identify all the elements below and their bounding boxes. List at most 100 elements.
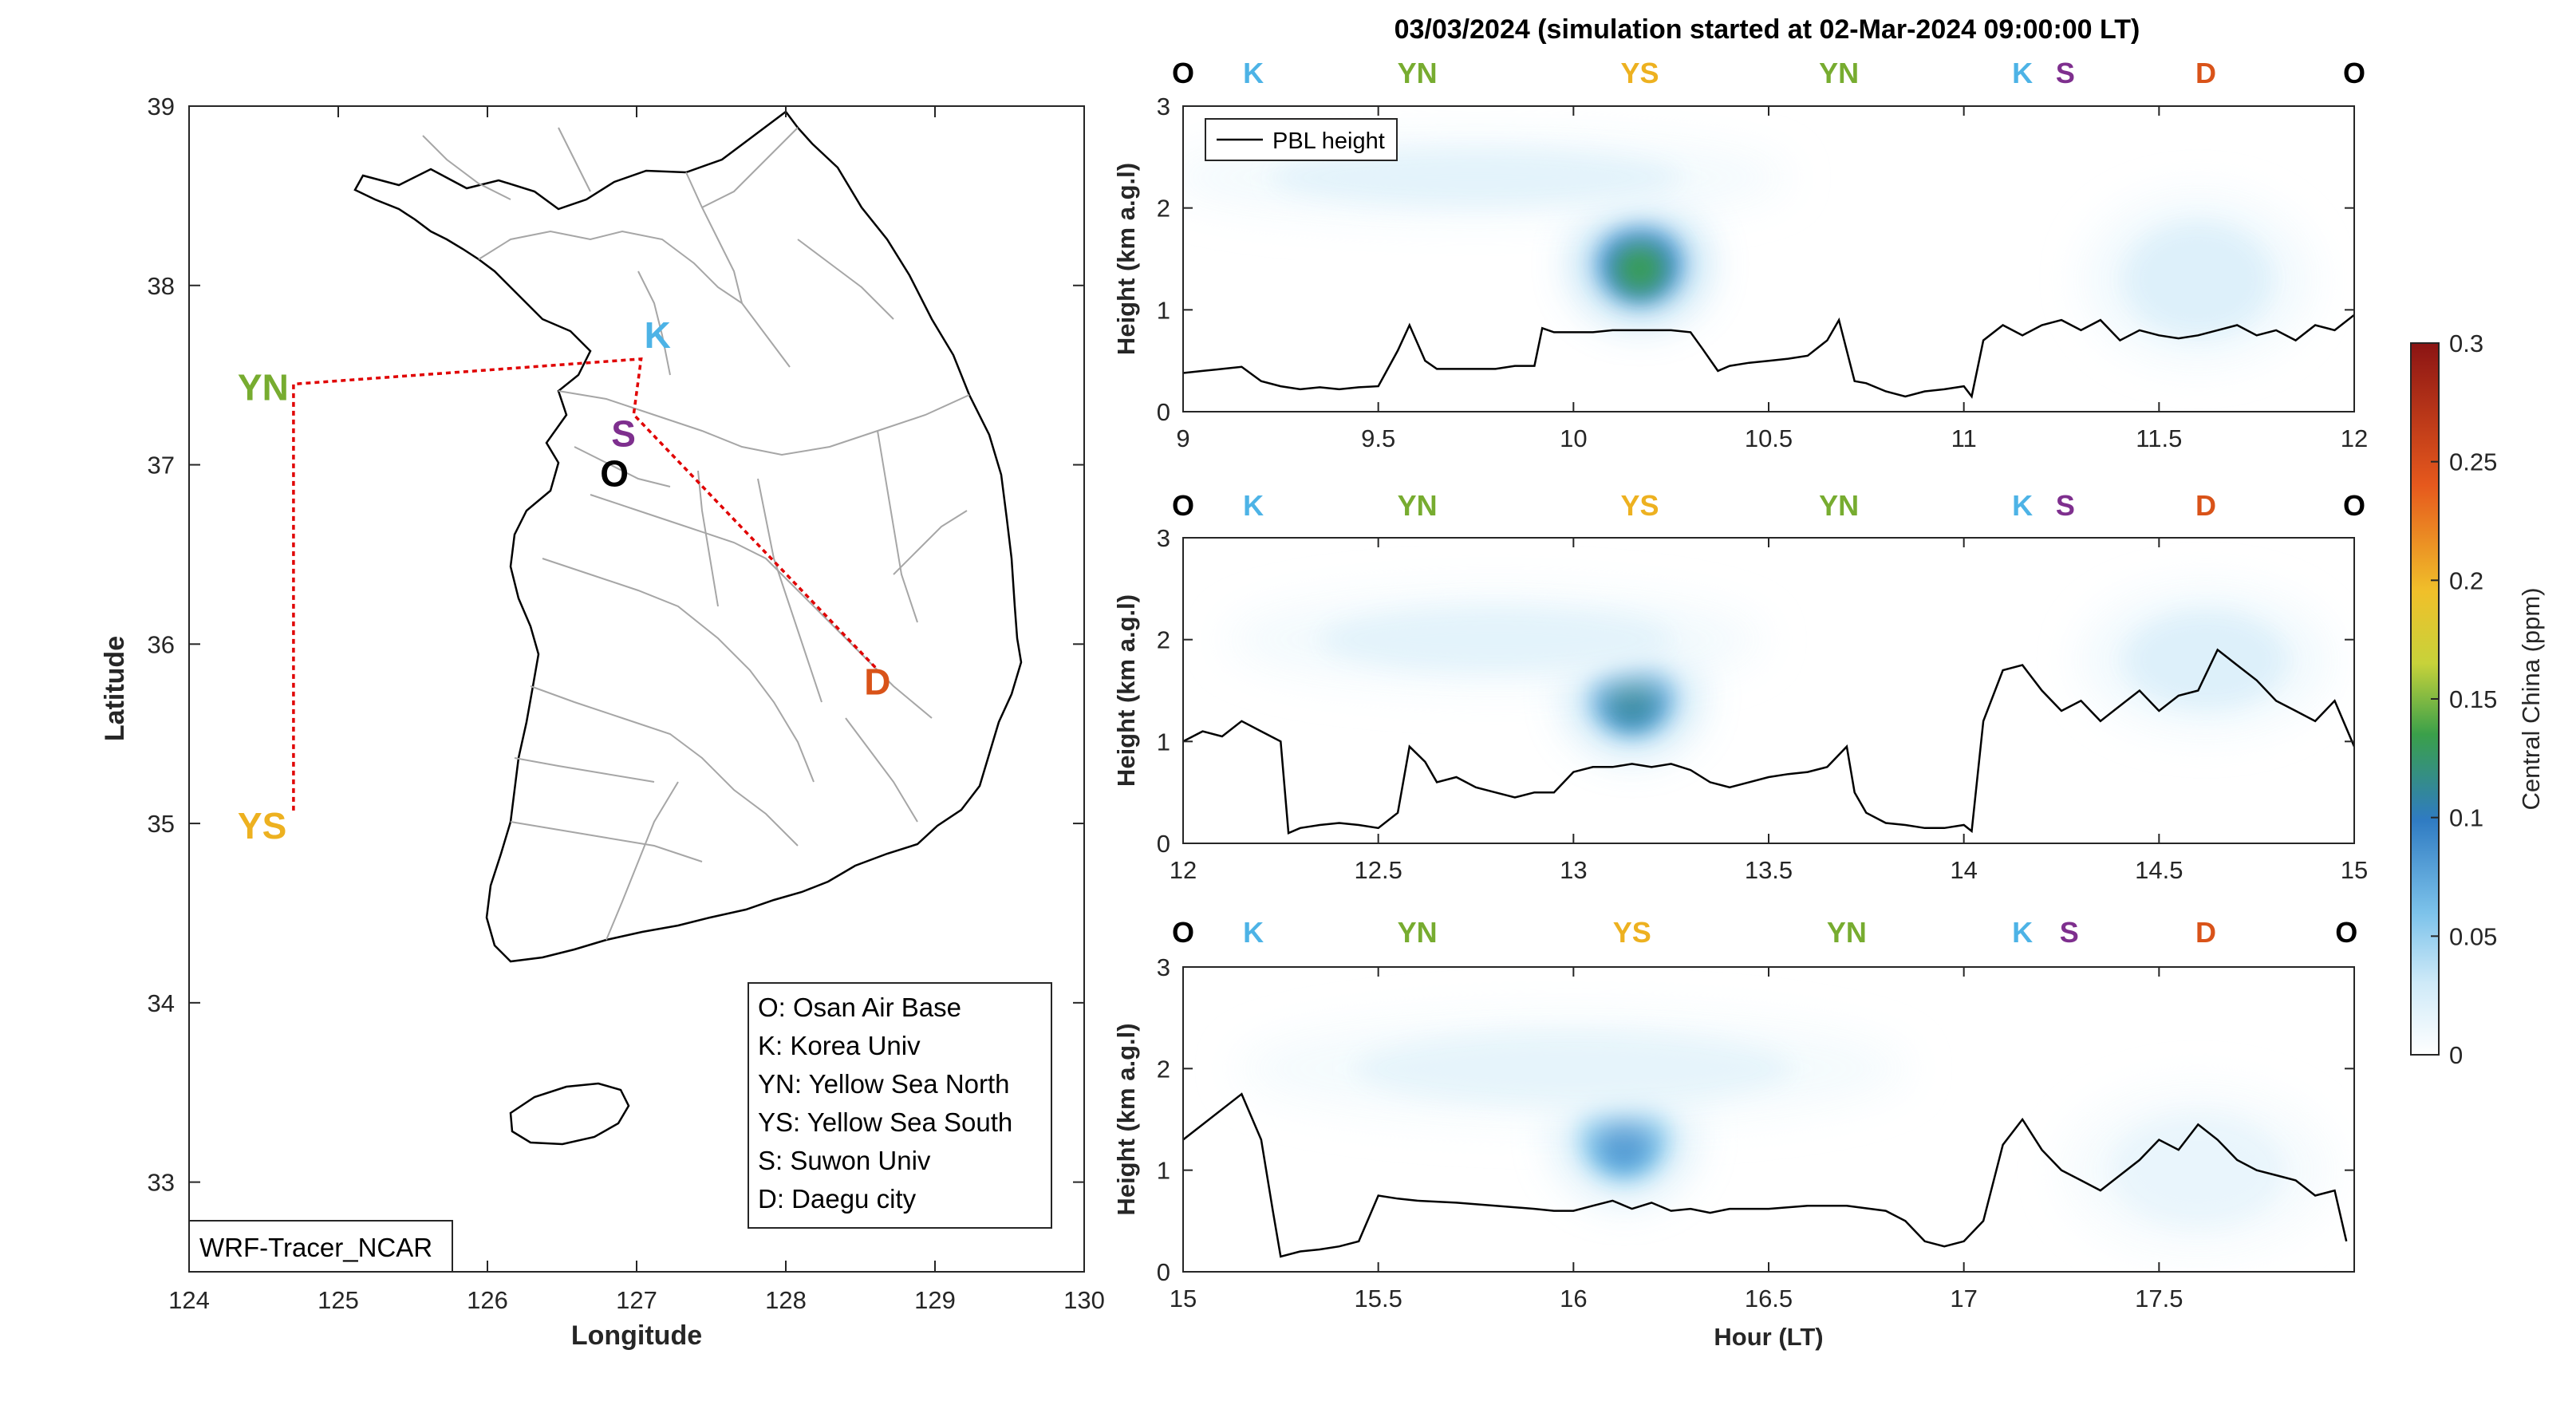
x-tick-label: 17.5	[2135, 1285, 2183, 1312]
x-tick-label: 13	[1560, 856, 1587, 884]
x-tick-label: 12	[2341, 424, 2368, 452]
x-tick-label: 15	[1170, 1285, 1197, 1312]
x-tick-label: 10	[1560, 424, 1587, 452]
site-legend: O: Osan Air Base K: Korea Univ YN: Yellow …	[758, 993, 1012, 1214]
colorbar-tick-label: 0.05	[2449, 922, 2497, 950]
map-y-tick-label: 33	[148, 1169, 175, 1197]
x-tick-label: 12.5	[1354, 856, 1402, 884]
colorbar-tick-label: 0.1	[2449, 804, 2483, 832]
curtain-panel-3: 15 15.5 16 16.5 17 17.5 0 1 2 3 Height (km a.g.l) H…	[1112, 916, 2357, 1351]
tracer-plume-core	[1597, 1112, 1651, 1169]
site-label-yn: YN	[1819, 57, 1859, 89]
y-tick-label: 1	[1157, 296, 1170, 324]
site-label-k: K	[1243, 916, 1264, 949]
tracer-plume-mid	[2125, 610, 2286, 709]
y-axis-label: Height (km a.g.l)	[1112, 1023, 1140, 1215]
map-y-tick-label: 36	[148, 630, 175, 658]
tracer-plume-mid	[1354, 1032, 1793, 1106]
x-tick-label: 15	[2341, 856, 2368, 884]
y-tick-label: 3	[1157, 524, 1170, 552]
tracer-plume-mid	[2124, 222, 2272, 337]
colorbar-tick-label: 0.3	[2449, 330, 2483, 357]
pbl-height-line	[1183, 1092, 2348, 1258]
x-tick-label: 17	[1950, 1285, 1977, 1312]
tracer-plume-core	[1607, 676, 1657, 725]
colorbar-tick-label: 0.2	[2449, 566, 2483, 594]
site-legend-entry: O: Osan Air Base	[758, 993, 961, 1022]
site-label-yn: YN	[1398, 916, 1438, 949]
pbl-height-line	[1183, 648, 2354, 835]
map-x-tick-label: 125	[318, 1286, 359, 1314]
pbl-height-line	[1183, 314, 2354, 399]
x-tick-label: 14	[1950, 856, 1977, 884]
map-x-axis-label: Longitude	[571, 1320, 702, 1351]
x-tick-label: 15.5	[1354, 1285, 1402, 1312]
site-label-ys: YS	[1613, 916, 1651, 949]
map-site-markers: O K S D YN YS	[238, 314, 891, 847]
site-label-o: O	[2343, 57, 2365, 89]
site-label-k: K	[1243, 57, 1264, 89]
model-label-box	[188, 1220, 453, 1273]
peninsula-outline	[353, 110, 1023, 963]
site-label-yn: YN	[1827, 916, 1867, 949]
tracer-plume-core	[1615, 244, 1665, 294]
x-tick-label: 11.5	[2136, 424, 2182, 452]
tracer-field	[1237, 1016, 2333, 1253]
colorbar-tick-label: 0.25	[2449, 448, 2497, 476]
site-label-yn: YN	[1398, 57, 1438, 89]
site-label-k: K	[2012, 57, 2033, 89]
site-label-o: O	[2343, 489, 2365, 522]
y-tick-label: 0	[1157, 830, 1170, 858]
colorbar-tick-label: 0.15	[2449, 685, 2497, 713]
map-site-label-d: D	[864, 661, 890, 703]
tracer-plume-mid	[2110, 1113, 2286, 1227]
site-legend-entry: K: Korea Univ	[758, 1031, 921, 1060]
map-y-tick-label: 35	[148, 810, 175, 838]
map-axis-ticks: 124 125 126 127 128 129 130 33 34 35 36 37 38 39	[148, 93, 1105, 1314]
site-legend-entry: S: Suwon Univ	[758, 1146, 931, 1175]
site-label-s: S	[2056, 489, 2075, 522]
colorbar: 0 0.05 0.1 0.15 0.2 0.25 0.3 Central China (pp…	[2410, 330, 2545, 1069]
site-label-o: O	[1172, 57, 1194, 89]
x-tick-label: 11	[1951, 424, 1977, 452]
map-y-tick-label: 34	[148, 989, 175, 1017]
map-y-axis-label: Latitude	[100, 636, 130, 741]
map-y-tick-label: 38	[148, 272, 175, 300]
y-tick-label: 3	[1157, 953, 1170, 981]
y-tick-label: 1	[1157, 1157, 1170, 1185]
x-tick-label: 12	[1170, 856, 1197, 884]
x-tick-label: 16	[1560, 1285, 1587, 1312]
site-legend-entry: D: Daegu city	[758, 1184, 917, 1214]
tracer-plume-mid	[1320, 606, 1671, 673]
y-tick-label: 2	[1157, 195, 1170, 223]
site-label-o: O	[1172, 916, 1194, 949]
x-tick-label: 16.5	[1745, 1285, 1793, 1312]
site-label-d: D	[2195, 57, 2216, 89]
y-tick-label: 2	[1157, 626, 1170, 654]
map-y-tick-label: 39	[148, 93, 175, 120]
x-axis-label: Hour (LT)	[1714, 1323, 1823, 1351]
colorbar-ticks: 0 0.05 0.1 0.15 0.2 0.25 0.3	[2431, 330, 2497, 1069]
colorbar-label: Central China (ppm)	[2517, 587, 2545, 810]
figure-title: 03/03/2024 (simulation started at 02-Mar…	[1395, 14, 2140, 45]
map-site-label-k: K	[645, 314, 671, 356]
map-site-label-s: S	[611, 413, 636, 455]
y-tick-label: 3	[1157, 93, 1170, 120]
site-label-o: O	[1172, 489, 1194, 522]
site-label-yn: YN	[1398, 489, 1438, 522]
colorbar-tick-label: 0	[2449, 1041, 2463, 1069]
y-axis-label: Height (km a.g.l)	[1112, 594, 1140, 787]
jeju-island	[509, 1082, 630, 1146]
x-tick-label: 13.5	[1745, 856, 1793, 884]
map-x-tick-label: 130	[1063, 1286, 1105, 1314]
map-x-tick-label: 126	[467, 1286, 508, 1314]
site-label-ys: YS	[1621, 489, 1659, 522]
map-y-tick-label: 37	[148, 452, 175, 480]
map-x-tick-label: 127	[616, 1286, 657, 1314]
x-tick-label: 9.5	[1361, 424, 1395, 452]
map-site-label-o: O	[600, 452, 629, 494]
x-tick-label: 9	[1176, 424, 1189, 452]
